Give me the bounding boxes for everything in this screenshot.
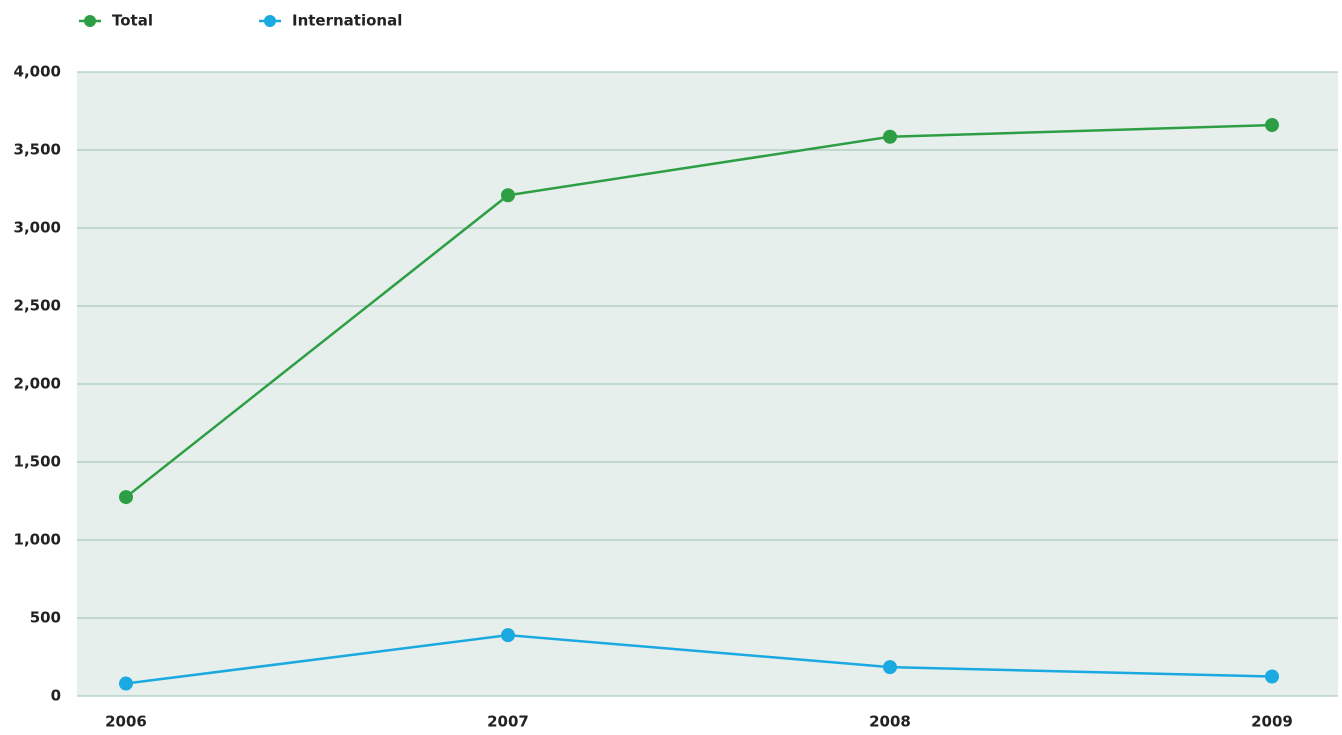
y-tick-label: 1,000 xyxy=(14,531,61,549)
data-point xyxy=(883,660,897,675)
data-point xyxy=(883,129,897,144)
data-point xyxy=(501,188,515,203)
x-tick-label: 2009 xyxy=(1251,713,1293,731)
y-tick-label: 3,000 xyxy=(14,219,61,237)
y-tick-label: 2,000 xyxy=(14,375,61,393)
data-point xyxy=(1265,669,1279,684)
y-tick-label: 3,500 xyxy=(14,141,61,159)
series-line xyxy=(125,123,1273,499)
y-tick-label: 2,500 xyxy=(14,297,61,315)
x-tick-label: 2007 xyxy=(487,713,529,731)
y-tick-label: 4,000 xyxy=(14,63,61,81)
y-tick-label: 500 xyxy=(30,609,61,627)
series-line xyxy=(125,633,1273,685)
data-point xyxy=(1265,118,1279,133)
y-tick-label: 1,500 xyxy=(14,453,61,471)
x-tick-label: 2006 xyxy=(105,713,147,731)
legend-label: Total xyxy=(112,12,153,30)
data-point xyxy=(119,676,133,691)
data-point xyxy=(501,628,515,643)
legend-marker xyxy=(84,15,96,27)
data-point xyxy=(119,490,133,505)
x-tick-label: 2008 xyxy=(869,713,911,731)
y-tick-label: 0 xyxy=(51,687,61,705)
legend-label: International xyxy=(292,12,402,30)
legend-marker xyxy=(264,15,276,27)
